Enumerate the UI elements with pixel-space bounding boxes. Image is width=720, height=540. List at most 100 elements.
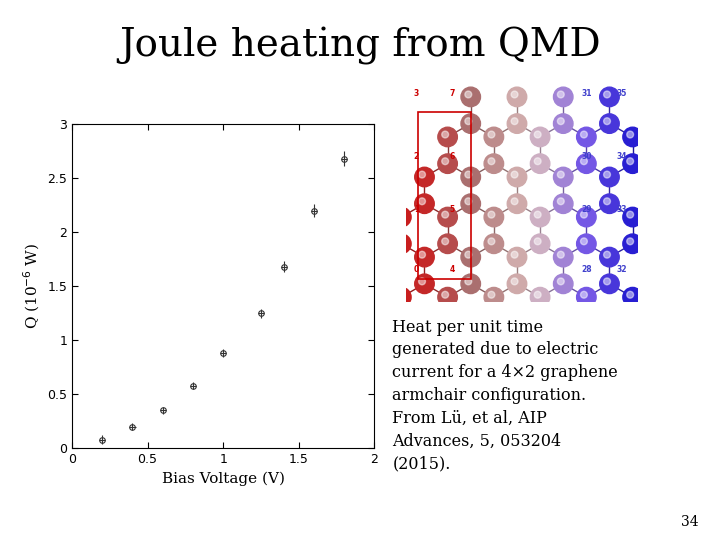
Text: 29: 29: [582, 205, 593, 214]
Circle shape: [531, 207, 550, 227]
Text: 33: 33: [616, 205, 627, 214]
Circle shape: [554, 194, 573, 213]
Circle shape: [438, 287, 457, 307]
Circle shape: [603, 198, 611, 205]
Circle shape: [600, 247, 619, 267]
Text: 34: 34: [681, 515, 698, 529]
Text: Heat per unit time
generated due to electric
current for a 4×2 graphene
armchair: Heat per unit time generated due to elec…: [392, 319, 618, 472]
Circle shape: [465, 171, 472, 178]
Circle shape: [603, 251, 611, 258]
Circle shape: [557, 91, 564, 98]
Circle shape: [442, 238, 449, 245]
Circle shape: [577, 127, 596, 147]
Circle shape: [577, 234, 596, 253]
Circle shape: [603, 118, 611, 125]
Circle shape: [484, 207, 503, 227]
Circle shape: [623, 154, 642, 173]
Text: Joule heating from QMD: Joule heating from QMD: [120, 27, 600, 65]
Circle shape: [600, 274, 619, 294]
Circle shape: [554, 274, 573, 294]
Circle shape: [623, 127, 642, 147]
Circle shape: [577, 207, 596, 227]
Circle shape: [623, 234, 642, 253]
Circle shape: [484, 154, 503, 173]
Bar: [418, 112, 471, 279]
Circle shape: [580, 291, 588, 298]
Circle shape: [511, 91, 518, 98]
Circle shape: [507, 247, 527, 267]
Circle shape: [557, 251, 564, 258]
Text: 35: 35: [616, 89, 627, 98]
Circle shape: [511, 251, 518, 258]
Circle shape: [418, 278, 426, 285]
Circle shape: [507, 114, 527, 133]
Circle shape: [488, 291, 495, 298]
Circle shape: [484, 287, 503, 307]
Circle shape: [534, 131, 541, 138]
Text: 2: 2: [414, 152, 419, 160]
Text: 1: 1: [414, 205, 419, 214]
Circle shape: [507, 87, 527, 107]
Circle shape: [577, 287, 596, 307]
Text: 3: 3: [414, 89, 419, 98]
Circle shape: [488, 238, 495, 245]
Circle shape: [488, 211, 495, 218]
Circle shape: [534, 291, 541, 298]
Circle shape: [626, 291, 634, 298]
Circle shape: [507, 194, 527, 213]
Circle shape: [534, 211, 541, 218]
Circle shape: [442, 211, 449, 218]
Circle shape: [395, 211, 402, 218]
Circle shape: [554, 114, 573, 133]
Circle shape: [534, 238, 541, 245]
Circle shape: [580, 158, 588, 165]
Y-axis label: Q (10$^{-6}$ W): Q (10$^{-6}$ W): [21, 243, 42, 329]
Circle shape: [507, 167, 527, 187]
Circle shape: [484, 127, 503, 147]
Circle shape: [465, 118, 472, 125]
Circle shape: [557, 278, 564, 285]
Circle shape: [557, 198, 564, 205]
Circle shape: [461, 274, 480, 294]
Circle shape: [418, 171, 426, 178]
Circle shape: [507, 274, 527, 294]
Circle shape: [531, 287, 550, 307]
Circle shape: [461, 87, 480, 107]
Circle shape: [438, 127, 457, 147]
Circle shape: [603, 91, 611, 98]
Circle shape: [600, 194, 619, 213]
Circle shape: [626, 158, 634, 165]
Circle shape: [415, 274, 434, 294]
Circle shape: [395, 291, 402, 298]
Circle shape: [484, 234, 503, 253]
Circle shape: [600, 167, 619, 187]
Circle shape: [580, 131, 588, 138]
Circle shape: [623, 287, 642, 307]
Circle shape: [465, 251, 472, 258]
Circle shape: [511, 198, 518, 205]
Circle shape: [442, 131, 449, 138]
Circle shape: [418, 251, 426, 258]
Circle shape: [531, 127, 550, 147]
Circle shape: [531, 234, 550, 253]
Circle shape: [580, 211, 588, 218]
Circle shape: [623, 207, 642, 227]
Circle shape: [438, 207, 457, 227]
Circle shape: [415, 247, 434, 267]
Circle shape: [577, 154, 596, 173]
Circle shape: [418, 198, 426, 205]
Circle shape: [392, 234, 411, 253]
Text: 6: 6: [450, 152, 455, 160]
Circle shape: [392, 207, 411, 227]
Circle shape: [488, 158, 495, 165]
Circle shape: [461, 194, 480, 213]
Circle shape: [603, 171, 611, 178]
Circle shape: [488, 131, 495, 138]
Circle shape: [511, 118, 518, 125]
Circle shape: [415, 194, 434, 213]
Text: 5: 5: [450, 205, 455, 214]
Text: 34: 34: [616, 152, 627, 160]
Circle shape: [461, 247, 480, 267]
Circle shape: [557, 171, 564, 178]
Circle shape: [600, 114, 619, 133]
